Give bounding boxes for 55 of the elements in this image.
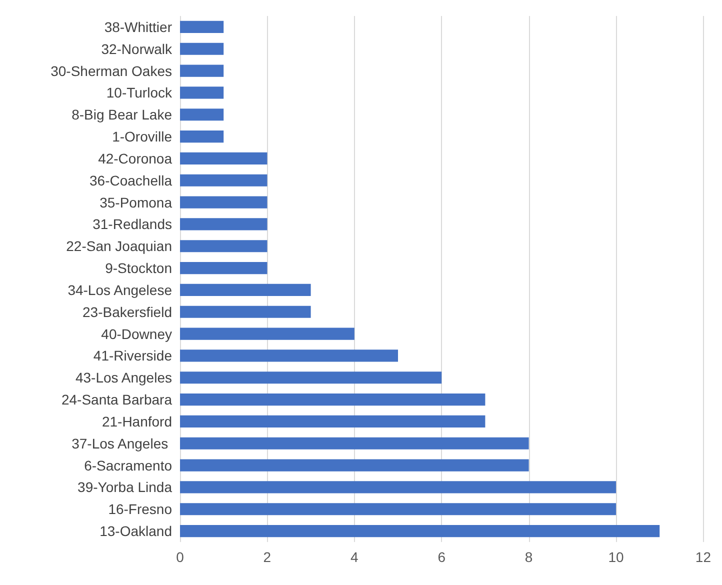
x-tick-label: 8 — [524, 549, 533, 565]
bar — [180, 525, 660, 538]
y-tick-label: 39-Yorba Linda — [78, 479, 172, 496]
bar — [180, 459, 529, 472]
bar — [180, 174, 268, 186]
y-tick-label: 9-Stockton — [105, 260, 172, 276]
y-tick-label: 42-Coronoa — [98, 150, 172, 166]
y-tick-label: 38-Whittier — [104, 18, 172, 35]
bar — [180, 86, 224, 99]
x-tick-label: 10 — [608, 549, 624, 565]
y-tick-label: 13-Oakland — [100, 523, 172, 540]
y-tick-label: 31-Redlands — [92, 216, 172, 232]
bar — [180, 328, 354, 340]
y-tick-label: 16-Fresno — [108, 501, 172, 518]
y-tick-label: 23-Bakersfield — [82, 304, 172, 320]
bar — [180, 108, 224, 121]
y-tick-label: 32-Norwalk — [101, 40, 173, 57]
bar — [180, 394, 486, 406]
y-tick-label: 22-San Joaquian — [66, 238, 172, 254]
bar — [180, 372, 442, 384]
y-tick-label: 10-Turlock — [106, 84, 173, 101]
bar — [180, 437, 529, 450]
y-tick-label: 24-Santa Barbara — [61, 392, 172, 408]
bar — [180, 284, 311, 296]
bar — [180, 262, 268, 274]
x-tick-label: 6 — [438, 549, 446, 565]
x-tick-label: 2 — [263, 549, 272, 565]
x-tick-label: 0 — [176, 549, 184, 565]
y-tick-label: 40-Downey — [101, 326, 172, 342]
y-tick-label: 30-Sherman Oakes — [50, 62, 172, 79]
y-tick-label: 1-Oroville — [112, 128, 172, 145]
bar — [180, 350, 398, 362]
bar — [180, 42, 224, 55]
y-tick-label: 35-Pomona — [100, 194, 172, 210]
bar — [180, 481, 616, 494]
y-tick-label: 21-Hanford — [102, 413, 172, 430]
x-tick-label: 4 — [350, 549, 359, 565]
y-tick-label: 37-Los Angeles — [72, 435, 172, 452]
bar — [180, 306, 311, 318]
y-tick-label: 36-Coachella — [90, 172, 172, 188]
bar — [180, 196, 268, 208]
bar — [180, 20, 224, 33]
y-tick-label: 34-Los Angelese — [68, 282, 172, 298]
y-tick-label: 8-Big Bear Lake — [72, 106, 172, 123]
y-tick-label: 43-Los Angeles — [75, 370, 172, 386]
bar — [180, 503, 616, 516]
bar — [180, 240, 268, 252]
x-tick-label: 12 — [695, 549, 712, 565]
y-tick-label: 41-Riverside — [93, 348, 172, 364]
bar — [180, 152, 268, 164]
y-tick-label: 6-Sacramento — [84, 457, 172, 474]
bar — [180, 218, 268, 230]
bar — [180, 64, 224, 77]
bar — [180, 130, 224, 143]
bar — [180, 415, 486, 428]
